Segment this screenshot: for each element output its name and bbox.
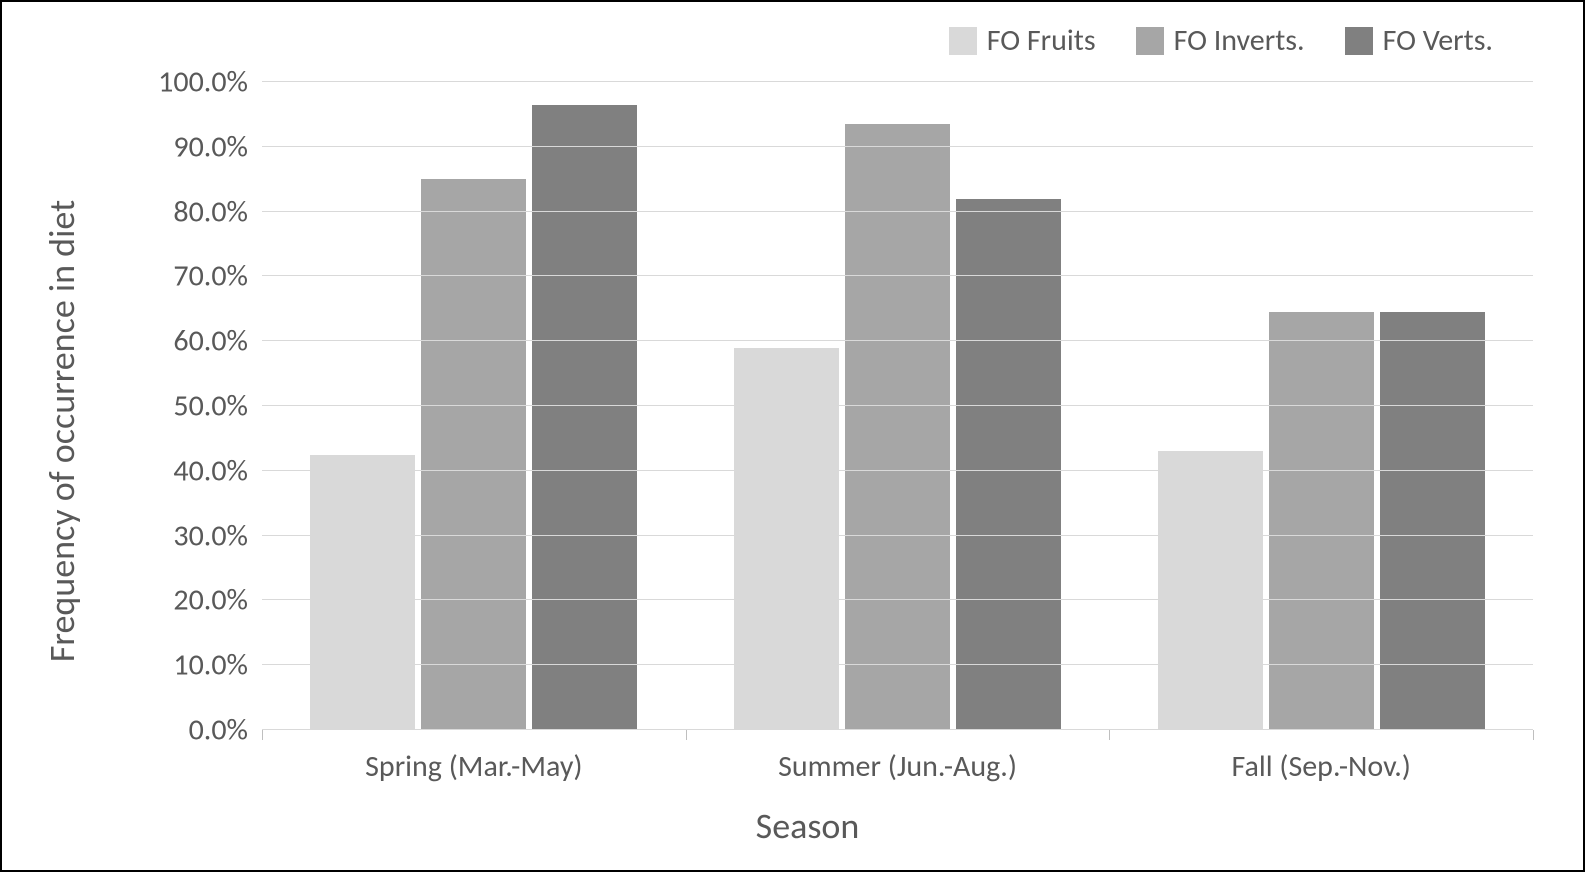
legend-item: FO Verts. <box>1345 22 1493 59</box>
y-tick-label: 40.0% <box>173 452 262 489</box>
y-tick-label: 10.0% <box>173 647 262 684</box>
bar-group: Summer (Jun.-Aug.) <box>686 82 1110 730</box>
bar-groups: Spring (Mar.-May)Summer (Jun.-Aug.)Fall … <box>262 82 1533 730</box>
x-tick-mark <box>686 730 687 740</box>
plot-area: Spring (Mar.-May)Summer (Jun.-Aug.)Fall … <box>262 82 1533 730</box>
bar-group: Spring (Mar.-May) <box>262 82 686 730</box>
gridline <box>262 535 1533 536</box>
bar-fill <box>532 105 637 730</box>
legend-swatch <box>1136 27 1164 55</box>
bar-fill <box>1380 312 1485 730</box>
bar-fill <box>1158 451 1263 730</box>
y-tick-label: 20.0% <box>173 582 262 619</box>
x-category-label: Summer (Jun.-Aug.) <box>778 730 1017 785</box>
bar <box>845 82 950 730</box>
bar <box>421 82 526 730</box>
y-tick-label: 30.0% <box>173 517 262 554</box>
gridline <box>262 599 1533 600</box>
legend-label: FO Fruits <box>987 22 1096 59</box>
legend-item: FO Fruits <box>949 22 1096 59</box>
gridline <box>262 81 1533 82</box>
legend-label: FO Verts. <box>1383 22 1493 59</box>
x-tick-mark <box>1533 730 1534 740</box>
bar <box>1269 82 1374 730</box>
bars-wrap <box>686 82 1110 730</box>
gridline <box>262 211 1533 212</box>
bar <box>734 82 839 730</box>
legend-item: FO Inverts. <box>1136 22 1305 59</box>
x-tick-mark <box>262 730 263 740</box>
y-tick-label: 80.0% <box>173 193 262 230</box>
y-tick-label: 70.0% <box>173 258 262 295</box>
x-category-label: Fall (Sep.-Nov.) <box>1231 730 1410 785</box>
x-axis-title: Season <box>756 804 860 848</box>
bar-fill <box>421 179 526 730</box>
bar <box>1380 82 1485 730</box>
gridline <box>262 664 1533 665</box>
chart-wrap: Frequency of occurrence in diet Spring (… <box>62 22 1553 840</box>
gridline <box>262 275 1533 276</box>
y-tick-label: 90.0% <box>173 128 262 165</box>
gridline <box>262 470 1533 471</box>
chart-container: Frequency of occurrence in diet Spring (… <box>0 0 1585 872</box>
bar <box>956 82 1061 730</box>
bar-fill <box>1269 312 1374 730</box>
y-axis-title: Frequency of occurrence in diet <box>40 200 84 662</box>
gridline <box>262 340 1533 341</box>
bars-wrap <box>1109 82 1533 730</box>
gridline <box>262 729 1533 730</box>
y-tick-label: 100.0% <box>158 64 262 101</box>
x-category-label: Spring (Mar.-May) <box>365 730 582 785</box>
y-tick-label: 50.0% <box>173 388 262 425</box>
bars-wrap <box>262 82 686 730</box>
bar-fill <box>310 455 415 730</box>
legend-swatch <box>949 27 977 55</box>
legend: FO Fruits FO Inverts. FO Verts. <box>949 22 1493 59</box>
y-tick-label: 60.0% <box>173 323 262 360</box>
bar-fill <box>956 199 1061 730</box>
bar <box>1158 82 1263 730</box>
gridline <box>262 405 1533 406</box>
gridline <box>262 146 1533 147</box>
legend-label: FO Inverts. <box>1174 22 1305 59</box>
bar <box>532 82 637 730</box>
legend-swatch <box>1345 27 1373 55</box>
y-tick-label: 0.0% <box>189 712 262 749</box>
bar-fill <box>845 124 950 730</box>
plot-inner: Spring (Mar.-May)Summer (Jun.-Aug.)Fall … <box>262 82 1533 730</box>
bar-group: Fall (Sep.-Nov.) <box>1109 82 1533 730</box>
x-tick-mark <box>1109 730 1110 740</box>
bar <box>310 82 415 730</box>
